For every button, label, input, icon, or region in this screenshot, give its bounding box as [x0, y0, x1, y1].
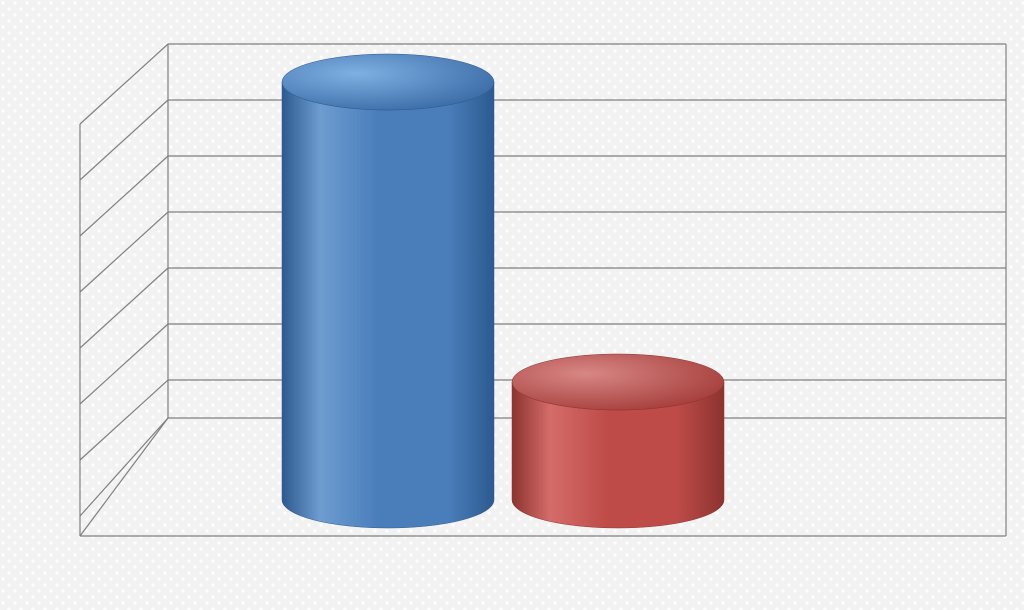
chart-svg: [0, 0, 1024, 610]
cylinder-bar-series-2: [512, 354, 724, 528]
cylinder-bar-series-1: [282, 54, 494, 528]
cylinder-bar-chart: [0, 0, 1024, 610]
